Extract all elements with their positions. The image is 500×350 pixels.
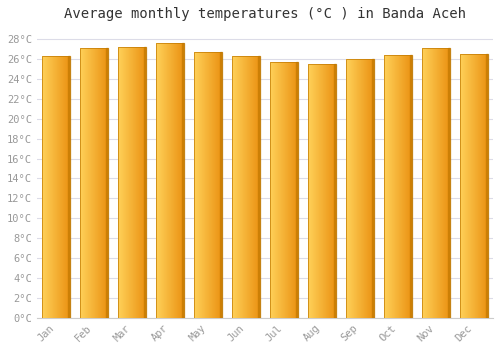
Bar xyxy=(118,47,146,318)
Bar xyxy=(486,54,488,318)
Bar xyxy=(308,64,336,318)
Bar xyxy=(156,43,184,318)
Bar xyxy=(232,56,260,318)
Bar xyxy=(270,62,297,318)
Bar xyxy=(296,62,298,318)
Bar xyxy=(460,54,487,318)
Bar xyxy=(220,52,222,318)
Bar xyxy=(334,64,336,318)
Bar xyxy=(384,55,411,318)
Bar xyxy=(68,56,70,318)
Bar xyxy=(346,59,374,318)
Bar xyxy=(422,48,450,318)
Title: Average monthly temperatures (°C ) in Banda Aceh: Average monthly temperatures (°C ) in Ba… xyxy=(64,7,466,21)
Bar xyxy=(410,55,412,318)
Bar xyxy=(42,56,70,318)
Bar xyxy=(258,56,260,318)
Bar xyxy=(194,52,222,318)
Bar xyxy=(372,59,374,318)
Bar xyxy=(106,48,108,318)
Bar xyxy=(448,48,450,318)
Bar xyxy=(182,43,184,318)
Bar xyxy=(144,47,146,318)
Bar xyxy=(80,48,108,318)
